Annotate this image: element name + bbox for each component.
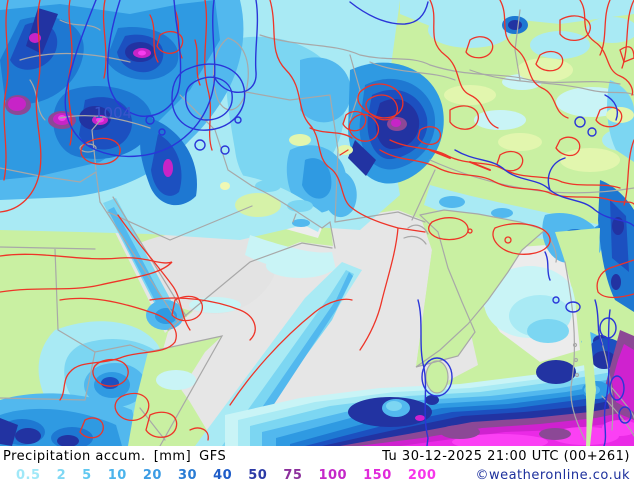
model-name: GFS <box>199 449 227 464</box>
scale-value: 40 <box>213 468 233 483</box>
land-overlay-layer <box>128 58 634 446</box>
unit-text: [mm] <box>153 449 192 464</box>
color-scale: 0.5 2 5 10 20 30 40 50 75 100 150 200 <box>0 468 447 483</box>
scale-value: 2 <box>56 468 67 483</box>
scale-value: 20 <box>142 468 162 483</box>
scale-value: 50 <box>248 468 268 483</box>
copyright: ©weatheronline.co.uk <box>475 468 630 483</box>
map-title: Precipitation accum. [mm] GFS <box>0 449 234 464</box>
scale-value: 150 <box>363 468 392 483</box>
title-text: Precipitation accum. <box>3 449 146 464</box>
scale-value: 200 <box>407 468 437 483</box>
forecast-datetime: Tu 30-12-2025 21:00 UTC (00+261) <box>382 449 630 464</box>
precipitation-map: 1004 <box>0 0 634 446</box>
red-contour-layer <box>0 0 634 441</box>
map-area: 1004 <box>0 0 634 446</box>
scale-value: 75 <box>283 468 303 483</box>
scale-value: 10 <box>107 468 127 483</box>
scale-value: 100 <box>318 468 348 483</box>
isobar-label: 1004 <box>94 104 132 122</box>
scale-value: 0.5 <box>16 468 41 483</box>
scale-value: 30 <box>177 468 198 483</box>
scale-value: 5 <box>82 468 92 483</box>
blue-contour-layer <box>64 0 634 446</box>
legend-bar: Precipitation accum. [mm] GFS Tu 30-12-202… <box>0 446 634 490</box>
